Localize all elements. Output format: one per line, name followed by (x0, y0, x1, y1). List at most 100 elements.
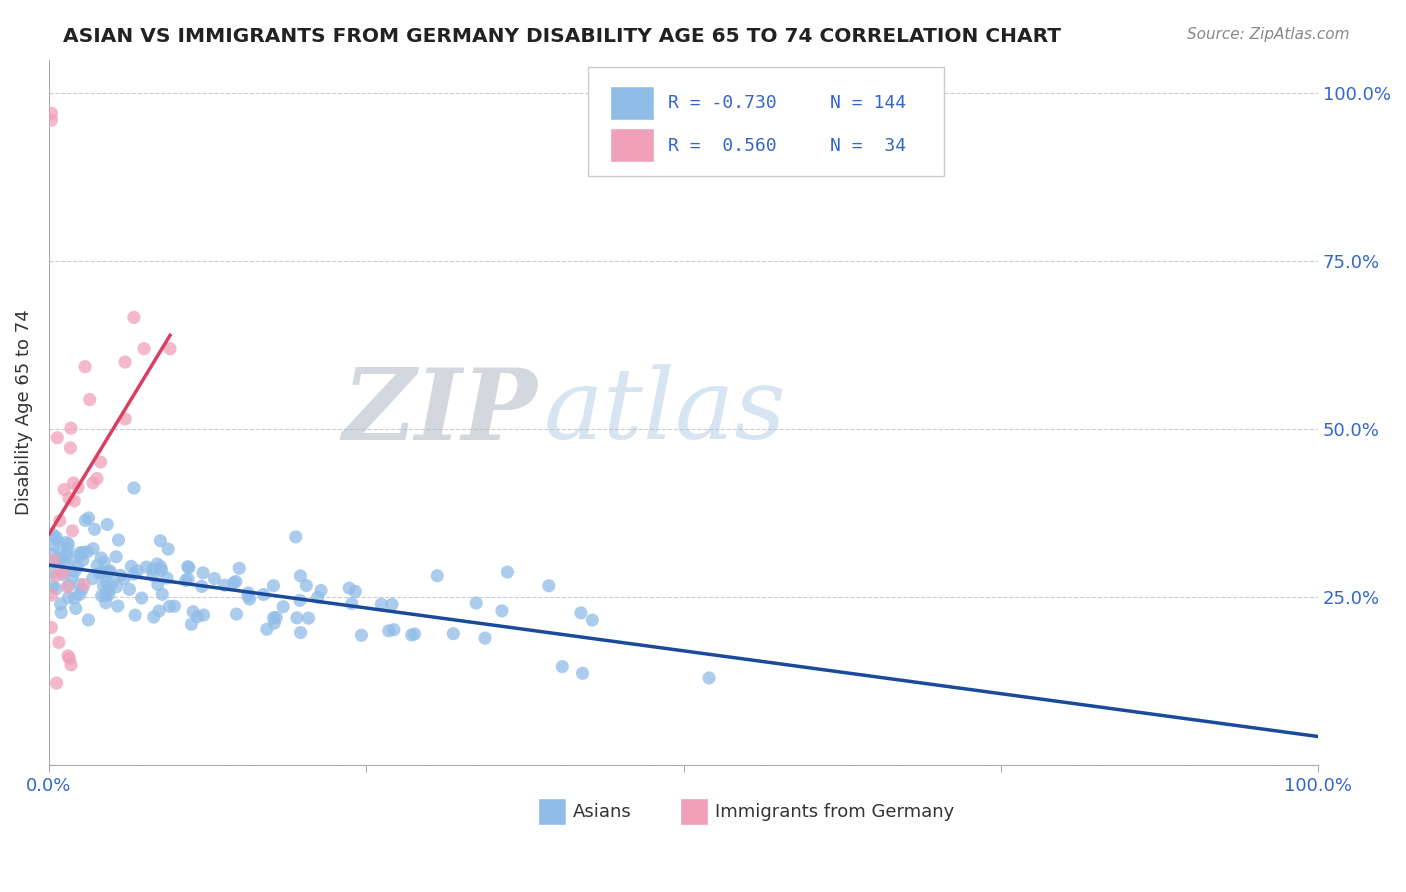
Point (114, 412, 136, 426)
Point (290, 625, 312, 640)
Text: N =  34: N = 34 (830, 136, 905, 154)
Point (285, 611, 308, 625)
Point (77, 613, 100, 627)
Point (149, 559, 172, 574)
Point (69, 577, 91, 591)
Point (58, 579, 80, 593)
Point (297, 611, 319, 625)
Point (100, 576, 122, 591)
Point (76, 545, 98, 559)
Point (62, 475, 84, 490)
Point (62, 524, 84, 538)
Point (124, 608, 146, 623)
Point (82, 572, 104, 586)
Point (41, 588, 63, 602)
Point (264, 610, 287, 624)
Point (181, 605, 204, 619)
Point (177, 560, 200, 574)
Point (496, 565, 519, 579)
Point (53, 483, 76, 497)
Point (263, 611, 285, 625)
Point (426, 568, 449, 582)
Point (42, 547, 65, 561)
Point (58, 491, 80, 506)
Point (307, 591, 329, 605)
Point (97, 565, 120, 579)
Point (131, 591, 153, 605)
Point (79, 392, 101, 407)
Point (46, 534, 69, 549)
Point (148, 604, 170, 618)
Point (262, 579, 284, 593)
Point (142, 610, 165, 624)
Point (142, 568, 165, 582)
Point (82, 541, 104, 556)
Point (697, 671, 720, 685)
Point (107, 533, 129, 547)
Point (89, 566, 111, 581)
Text: R =  0.560: R = 0.560 (668, 136, 778, 154)
Point (49, 597, 72, 611)
Point (404, 627, 426, 641)
Text: N = 144: N = 144 (830, 95, 905, 112)
Point (41, 620, 63, 634)
Point (381, 598, 404, 612)
Point (96, 517, 118, 532)
Point (309, 583, 332, 598)
Point (146, 557, 169, 571)
Point (290, 569, 312, 583)
Point (191, 579, 214, 593)
Point (41, 106, 63, 120)
Point (42, 566, 65, 580)
Point (58, 591, 80, 605)
Point (69, 546, 91, 560)
Point (72, 553, 94, 567)
Point (45, 530, 67, 544)
Point (150, 563, 173, 577)
Point (55, 548, 77, 562)
Point (67, 481, 90, 495)
Point (86, 558, 108, 573)
Point (177, 572, 200, 586)
Point (180, 617, 202, 632)
Point (370, 597, 392, 611)
Point (284, 530, 307, 544)
Point (63, 591, 86, 605)
Point (53, 555, 76, 569)
Point (288, 593, 311, 607)
Point (94, 589, 117, 603)
Point (187, 609, 209, 624)
Point (42, 553, 65, 567)
Point (120, 559, 142, 574)
Point (401, 628, 423, 642)
Point (45, 582, 67, 596)
Point (77, 511, 100, 525)
Point (97, 583, 120, 598)
Point (96, 575, 118, 590)
Point (69, 548, 91, 562)
Text: R = -0.730: R = -0.730 (668, 95, 778, 112)
Point (52, 567, 75, 582)
Point (350, 628, 373, 642)
Point (86, 471, 108, 485)
Bar (610, 128, 654, 161)
Point (142, 562, 165, 576)
Point (118, 582, 141, 597)
Point (132, 342, 155, 356)
Text: ASIAN VS IMMIGRANTS FROM GERMANY DISABILITY AGE 65 TO 74 CORRELATION CHART: ASIAN VS IMMIGRANTS FROM GERMANY DISABIL… (63, 27, 1062, 45)
Point (42, 579, 65, 593)
Point (474, 631, 496, 645)
Point (225, 574, 247, 589)
Point (382, 623, 405, 637)
Point (465, 596, 488, 610)
Text: ZIP: ZIP (343, 364, 537, 460)
Point (65, 601, 87, 615)
Point (42, 527, 65, 541)
Point (70, 582, 93, 597)
Point (93, 579, 115, 593)
Point (107, 599, 129, 613)
Point (569, 606, 592, 620)
Text: Asians: Asians (574, 803, 631, 821)
Point (42, 538, 65, 552)
Point (156, 571, 179, 585)
